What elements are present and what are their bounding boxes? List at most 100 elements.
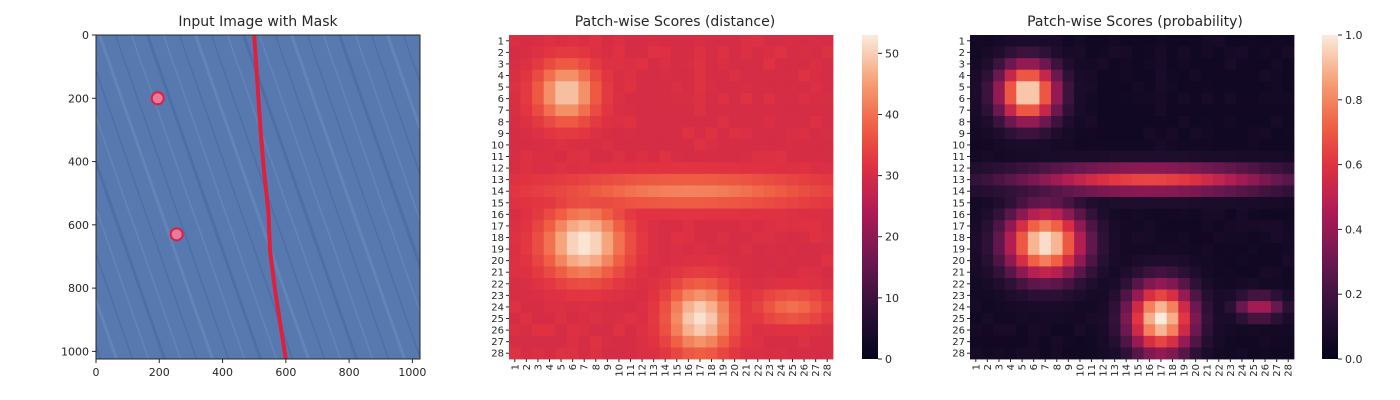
heatmap-cell bbox=[647, 266, 660, 279]
heatmap-cell bbox=[993, 254, 1006, 267]
heatmap-cell bbox=[1155, 312, 1168, 325]
x-tick-label: 11 bbox=[626, 364, 637, 377]
heatmap-cell bbox=[1178, 139, 1191, 152]
y-tick-label: 28 bbox=[491, 349, 504, 360]
heatmap-cell bbox=[1224, 69, 1237, 82]
heatmap-cell bbox=[1097, 289, 1110, 302]
heatmap-cell bbox=[509, 127, 521, 140]
heatmap-cell bbox=[1166, 324, 1179, 337]
x-tick-label: 26 bbox=[1261, 364, 1272, 377]
heatmap-cell bbox=[1259, 266, 1272, 279]
heatmap-cell bbox=[520, 162, 533, 175]
heatmap-cell bbox=[809, 197, 822, 209]
heatmap-cell bbox=[798, 220, 811, 233]
heatmap-cell bbox=[763, 197, 776, 209]
panel2-title: Patch-wise Scores (distance) bbox=[575, 14, 775, 30]
x-tick-label: 23 bbox=[1226, 364, 1237, 377]
heatmap-cell bbox=[763, 127, 776, 140]
heatmap-cell bbox=[809, 173, 822, 186]
heatmap-cell bbox=[1051, 220, 1063, 233]
heatmap-cell bbox=[659, 69, 672, 82]
heatmap-cell bbox=[1270, 139, 1283, 152]
heatmap-cell bbox=[1247, 254, 1260, 267]
heatmap-cell bbox=[1166, 220, 1179, 233]
heatmap-cell bbox=[543, 243, 556, 256]
heatmap-cell bbox=[740, 301, 753, 314]
heatmap-cell bbox=[1039, 220, 1052, 233]
x-tick-label: 14 bbox=[1122, 364, 1133, 377]
heatmap-cell bbox=[682, 289, 695, 302]
heatmap-cell bbox=[509, 197, 521, 209]
heatmap-cell bbox=[682, 312, 695, 325]
heatmap-cell bbox=[1282, 208, 1295, 221]
heatmap-cell bbox=[798, 139, 811, 152]
heatmap-cell bbox=[1004, 58, 1017, 71]
heatmap-cell bbox=[520, 69, 533, 82]
heatmap-cell bbox=[1051, 208, 1063, 221]
heatmap-cell bbox=[970, 81, 982, 94]
heatmap-cell bbox=[1085, 266, 1098, 279]
heatmap-cell bbox=[590, 301, 602, 314]
heatmap-cell bbox=[1282, 220, 1295, 233]
heatmap-cell bbox=[763, 220, 776, 233]
heatmap-cell bbox=[1143, 81, 1156, 94]
heatmap-cell bbox=[1085, 127, 1098, 140]
heatmap-cell bbox=[1236, 162, 1249, 175]
heatmap-cell bbox=[636, 92, 649, 105]
heatmap-cell bbox=[981, 127, 994, 140]
heatmap-cell bbox=[647, 231, 660, 244]
heatmap-cell bbox=[1085, 289, 1098, 302]
heatmap-cell bbox=[1120, 278, 1133, 290]
heatmap-cell bbox=[1213, 139, 1225, 152]
heatmap-cell bbox=[970, 278, 982, 290]
heatmap-cell bbox=[1178, 301, 1191, 314]
heatmap-cell bbox=[1120, 127, 1133, 140]
heatmap-cell bbox=[624, 301, 637, 314]
heatmap-cell bbox=[775, 185, 788, 198]
heatmap-cell bbox=[1027, 254, 1040, 267]
heatmap-cell bbox=[532, 162, 545, 175]
heatmap-cell bbox=[566, 139, 579, 152]
heatmap-cell bbox=[1236, 197, 1249, 209]
heatmap-cell bbox=[682, 185, 695, 198]
heatmap-cell bbox=[1236, 127, 1249, 140]
heatmap-cell bbox=[1201, 58, 1214, 71]
heatmap-cell bbox=[970, 289, 982, 302]
heatmap-cell bbox=[520, 127, 533, 140]
heatmap-cell bbox=[566, 231, 579, 244]
heatmap-cell bbox=[740, 58, 753, 71]
heatmap-cell bbox=[590, 127, 602, 140]
x-tick-label: 1000 bbox=[398, 366, 426, 379]
heatmap-cell bbox=[1027, 312, 1040, 325]
heatmap-cell bbox=[740, 139, 753, 152]
heatmap-cell bbox=[821, 220, 834, 233]
heatmap-cell bbox=[1051, 289, 1063, 302]
heatmap-cell bbox=[1247, 197, 1260, 209]
heatmap-cell bbox=[1282, 104, 1295, 117]
heatmap-cell bbox=[1143, 301, 1156, 314]
heatmap-cell bbox=[970, 104, 982, 117]
heatmap-cell bbox=[1201, 173, 1214, 186]
heatmap-cell bbox=[566, 116, 579, 128]
heatmap-cell bbox=[752, 81, 764, 94]
heatmap-cell bbox=[993, 208, 1006, 221]
heatmap-cell bbox=[717, 324, 730, 337]
heatmap-cell bbox=[970, 46, 982, 59]
heatmap-cell bbox=[752, 347, 764, 360]
heatmap-cell bbox=[705, 266, 718, 279]
heatmap-cell bbox=[1247, 35, 1260, 47]
heatmap-cell bbox=[1166, 197, 1179, 209]
heatmap-cell bbox=[671, 127, 683, 140]
heatmap-cell bbox=[1270, 324, 1283, 337]
heatmap-cell bbox=[1189, 208, 1202, 221]
heatmap-cell bbox=[740, 162, 753, 175]
heatmap-cell bbox=[1016, 46, 1029, 59]
heatmap-cell bbox=[694, 127, 707, 140]
heatmap-cell bbox=[1178, 92, 1191, 105]
heatmap-cell bbox=[1247, 46, 1260, 59]
heatmap-cell bbox=[1027, 335, 1040, 348]
heatmap-cell bbox=[821, 312, 834, 325]
heatmap-cell bbox=[1143, 46, 1156, 59]
heatmap-cell bbox=[671, 150, 683, 163]
heatmap-cell bbox=[1074, 173, 1087, 186]
